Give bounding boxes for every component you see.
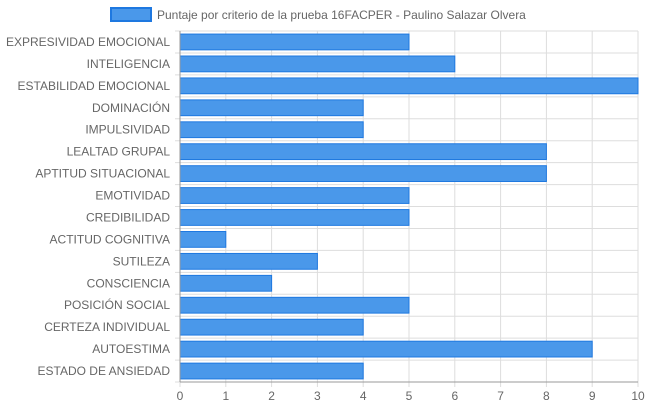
bar[interactable] <box>179 77 639 95</box>
axes <box>179 31 638 383</box>
y-tick-label: CREDIBILIDAD <box>86 210 170 224</box>
legend-label[interactable]: Puntaje por criterio de la prueba 16FACP… <box>157 8 526 22</box>
bar[interactable] <box>179 274 273 292</box>
x-tick-label: 9 <box>589 389 596 403</box>
x-tick-label: 5 <box>406 389 413 403</box>
x-tick-label: 3 <box>314 389 321 403</box>
y-tick-labels: EXPRESIVIDAD EMOCIONAL INTELIGENCIA ESTABI… <box>6 35 170 378</box>
bar[interactable] <box>179 99 364 117</box>
y-tick-label: CERTEZA INDIVIDUAL <box>44 320 170 334</box>
bar[interactable] <box>179 209 410 226</box>
y-tick-label: POSICIÓN SOCIAL <box>64 297 170 312</box>
y-tick-label: EMOTIVIDAD <box>95 189 170 203</box>
bar[interactable] <box>179 296 410 314</box>
x-tick-label: 2 <box>268 389 275 403</box>
y-tick-label: ESTABILIDAD EMOCIONAL <box>18 79 171 93</box>
y-tick-label: ACTITUD COGNITIVA <box>50 232 170 246</box>
y-tick-label: EXPRESIVIDAD EMOCIONAL <box>6 35 170 49</box>
bar[interactable] <box>179 55 456 73</box>
bar[interactable] <box>179 318 364 336</box>
bar[interactable] <box>179 121 364 139</box>
bars <box>179 33 639 380</box>
y-tick-label: ESTADO DE ANSIEDAD <box>38 364 171 378</box>
x-tick-labels: 0 1 2 3 4 5 6 7 8 9 10 <box>177 389 645 403</box>
x-tick-label: 10 <box>631 389 645 403</box>
bar[interactable] <box>179 143 547 161</box>
x-tick-label: 4 <box>360 389 367 403</box>
y-tick-label: IMPULSIVIDAD <box>85 123 170 137</box>
bar[interactable] <box>179 340 593 358</box>
y-tick-label: AUTOESTIMA <box>92 342 170 356</box>
y-tick-label: DOMINACIÓN <box>92 100 170 115</box>
y-tick-label: APTITUD SITUACIONAL <box>35 167 170 181</box>
bar[interactable] <box>179 252 318 270</box>
bar[interactable] <box>179 231 227 248</box>
legend-swatch[interactable] <box>110 7 152 22</box>
y-tick-label: CONSCIENCIA <box>87 276 170 290</box>
bar[interactable] <box>179 33 410 51</box>
y-tick-label: LEALTAD GRUPAL <box>67 145 171 159</box>
x-tick-label: 6 <box>451 389 458 403</box>
x-tick-label: 8 <box>543 389 550 403</box>
y-tick-label: INTELIGENCIA <box>87 57 170 71</box>
legend[interactable]: Puntaje por criterio de la prueba 16FACP… <box>110 7 526 22</box>
bar[interactable] <box>179 165 547 182</box>
x-tick-label: 7 <box>497 389 504 403</box>
y-tick-label: SUTILEZA <box>113 254 170 268</box>
x-tick-label: 1 <box>222 389 229 403</box>
bar[interactable] <box>179 187 410 204</box>
bar[interactable] <box>179 362 364 380</box>
x-tick-label: 0 <box>177 389 184 403</box>
